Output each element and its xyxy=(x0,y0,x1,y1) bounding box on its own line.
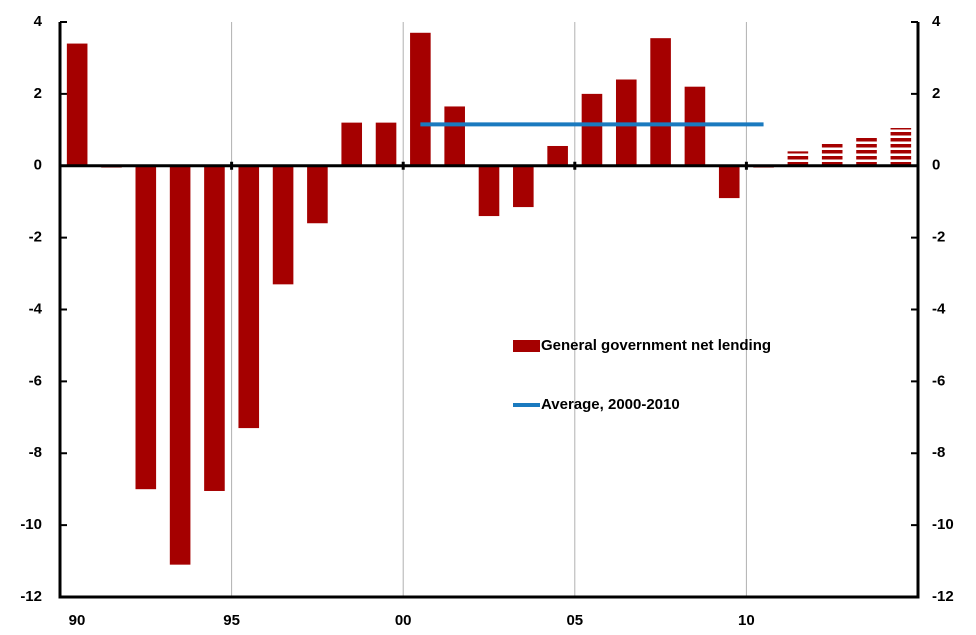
y2-tick-label: -10 xyxy=(932,516,954,533)
bar xyxy=(341,122,363,166)
bar xyxy=(66,43,88,166)
bar xyxy=(787,151,809,166)
x-tick-label: 00 xyxy=(395,612,412,629)
y-tick-label: -2 xyxy=(29,229,42,246)
y-tick-label: -8 xyxy=(29,444,42,461)
y2-tick-label: -6 xyxy=(932,372,945,389)
y2-tick-label: 4 xyxy=(932,13,941,30)
legend-label: Average, 2000-2010 xyxy=(541,396,680,413)
legend-swatch xyxy=(513,340,540,352)
bar xyxy=(272,165,294,285)
legend-label: General government net lending xyxy=(541,337,771,354)
y-tick-label: -10 xyxy=(20,516,42,533)
bar xyxy=(375,122,397,166)
y2-tick-label: 0 xyxy=(932,157,940,174)
x-tick-label: 90 xyxy=(69,612,86,629)
x-tick-label: 10 xyxy=(738,612,755,629)
x-tick-label: 05 xyxy=(566,612,583,629)
bar xyxy=(890,128,912,166)
x-tick-label: 95 xyxy=(223,612,240,629)
bar xyxy=(856,137,877,166)
y2-tick-label: -8 xyxy=(932,444,945,461)
y-tick-label: 0 xyxy=(34,157,42,174)
bar xyxy=(513,165,534,208)
y-tick-label: -12 xyxy=(20,588,42,605)
bar xyxy=(135,165,157,490)
bar xyxy=(444,106,465,166)
bar xyxy=(238,165,260,429)
bar xyxy=(410,32,431,166)
bar xyxy=(821,142,843,166)
y-tick-label: 2 xyxy=(34,85,42,102)
bar xyxy=(581,93,603,166)
bar xyxy=(204,165,225,491)
y2-tick-label: -2 xyxy=(932,229,945,246)
y2-tick-label: -12 xyxy=(932,588,954,605)
y-tick-label: -4 xyxy=(29,300,43,317)
bar xyxy=(478,165,500,217)
axis-frame xyxy=(58,22,920,599)
y-tick-label: -6 xyxy=(29,372,42,389)
bar xyxy=(718,165,740,199)
bar xyxy=(650,38,671,166)
bar xyxy=(307,165,328,224)
y2-tick-label: -4 xyxy=(932,300,946,317)
y-tick-label: 4 xyxy=(34,13,43,30)
bar xyxy=(547,145,568,166)
bar xyxy=(169,165,191,565)
y2-tick-label: 2 xyxy=(932,85,940,102)
